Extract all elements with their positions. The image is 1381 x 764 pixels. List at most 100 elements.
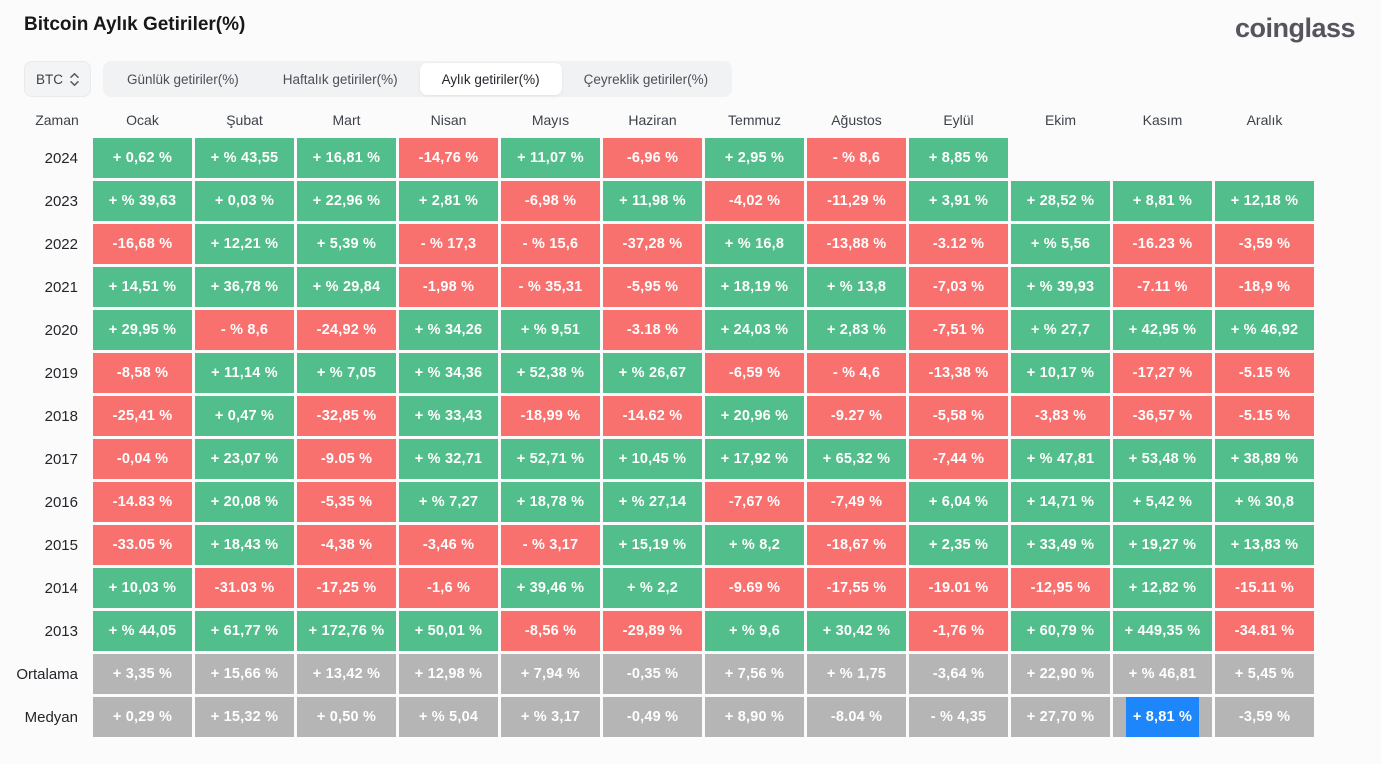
return-cell: -16.23 % (1113, 224, 1212, 265)
return-cell: -19.01 % (909, 568, 1008, 609)
return-cell: + % 9,6 (705, 611, 804, 652)
return-cell: + % 26,67 (603, 353, 702, 394)
month-column-header: Nisan (430, 112, 467, 129)
table-row: 2016 -14.83 % + 20,08 % -5,35 % + % 7,27 + 18… (24, 482, 1381, 523)
return-cell: + 29,95 % (93, 310, 192, 351)
return-cell: + 22,96 % (297, 181, 396, 222)
return-cell: + 50,01 % (399, 611, 498, 652)
month-column-header: Temmuz (728, 112, 781, 129)
table-row: 2024 + 0,62 % + % 43,55 + 16,81 % -14,76 % + … (24, 138, 1381, 179)
month-column-header: Aralık (1246, 112, 1283, 129)
table-row: 2019 -8,58 % + 11,14 % + % 7,05 + % 34,36 + 5… (24, 353, 1381, 394)
return-cell: + % 5,56 (1011, 224, 1110, 265)
table-row: 2013 + % 44,05 + 61,77 % + 172,76 % + 50,01 … (24, 611, 1381, 652)
return-cell: -18,9 % (1215, 267, 1314, 308)
return-cell: + 27,70 % (1011, 697, 1110, 738)
return-cell: + % 43,55 (195, 138, 294, 179)
month-column-header: Eylül (943, 112, 974, 129)
return-cell: -16,68 % (93, 224, 192, 265)
return-cell: + 15,66 % (195, 654, 294, 695)
return-cell: + 18,19 % (705, 267, 804, 308)
return-cell: + % 9,51 (501, 310, 600, 351)
tab-aylik-getiriler[interactable]: Aylık getiriler(%) (419, 63, 562, 96)
month-column-header: Şubat (226, 112, 263, 129)
symbol-select[interactable]: BTC (24, 61, 91, 98)
month-column-header: Haziran (628, 112, 677, 129)
return-cell (1011, 138, 1110, 178)
return-cell: + 12,98 % (399, 654, 498, 695)
time-column-header: Zaman (35, 112, 79, 129)
return-cell: + 52,38 % (501, 353, 600, 394)
return-cell: -5,58 % (909, 396, 1008, 437)
return-cell: -7.11 % (1113, 267, 1212, 308)
return-cell: + % 46,92 (1215, 310, 1314, 351)
table-row: 2021 + 14,51 % + 36,78 % + % 29,84 -1,98 % - … (24, 267, 1381, 308)
return-cell: + 8,90 % (705, 697, 804, 738)
return-cell: + % 39,93 (1011, 267, 1110, 308)
return-cell: -1,98 % (399, 267, 498, 308)
return-cell: + 28,52 % (1011, 181, 1110, 222)
return-cell: -29,89 % (603, 611, 702, 652)
table-row: 2022 -16,68 % + 12,21 % + 5,39 % - % 17,3- %… (24, 224, 1381, 265)
returns-table-body: 2024 + 0,62 % + % 43,55 + 16,81 % -14,76 % + … (16, 138, 1381, 738)
month-column-header: Ağustos (831, 112, 882, 129)
return-cell: + 39,46 % (501, 568, 600, 609)
return-cell: -0,49 % (603, 697, 702, 738)
return-cell (1113, 138, 1212, 178)
month-column-header: Mayıs (531, 112, 570, 129)
return-cell: -17,25 % (297, 568, 396, 609)
return-cell: - % 8,6 (807, 138, 906, 179)
return-cell: + 8,81 % (1113, 697, 1212, 738)
column-header-row: Zaman Ocak Şubat Mart Nisan Mayıs Haziran Temmu… (24, 112, 1381, 128)
return-cell: + 53,48 % (1113, 439, 1212, 480)
return-cell: - % 3,17 (501, 525, 600, 566)
return-cell: -13,88 % (807, 224, 906, 265)
return-cell: + 42,95 % (1113, 310, 1212, 351)
return-cell: - % 4,35 (909, 697, 1008, 738)
return-cell: + 17,92 % (705, 439, 804, 480)
return-cell: -31.03 % (195, 568, 294, 609)
return-cell: - % 8,6 (195, 310, 294, 351)
return-cell: -3,46 % (399, 525, 498, 566)
return-cell: + 10,17 % (1011, 353, 1110, 394)
return-cell: -0,35 % (603, 654, 702, 695)
table-row: 2014 + 10,03 % -31.03 % -17,25 % -1,6 % + 39,… (24, 568, 1381, 609)
return-cell: -11,29 % (807, 181, 906, 222)
return-cell: + 65,32 % (807, 439, 906, 480)
return-cell: + 6,04 % (909, 482, 1008, 523)
return-cell: + 30,42 % (807, 611, 906, 652)
return-cell: -34.81 % (1215, 611, 1314, 652)
tab-haftalik-getiriler[interactable]: Haftalık getiriler(%) (261, 63, 420, 95)
return-cell: -33.05 % (93, 525, 192, 566)
return-cell: -3.12 % (909, 224, 1008, 265)
return-cell: -18,99 % (501, 396, 600, 437)
return-cell: -9.69 % (705, 568, 804, 609)
return-cell: -14,76 % (399, 138, 498, 179)
return-cell: + 60,79 % (1011, 611, 1110, 652)
return-cell: + 3,35 % (93, 654, 192, 695)
return-cell: -8,56 % (501, 611, 600, 652)
tab-gunluk-getiriler[interactable]: Günlük getiriler(%) (105, 63, 261, 95)
row-label: Medyan (24, 708, 78, 726)
return-cell: + % 32,71 (399, 439, 498, 480)
page-title: Bitcoin Aylık Getiriler(%) (24, 14, 246, 35)
return-cell: + 0,50 % (297, 697, 396, 738)
return-cell: -3.18 % (603, 310, 702, 351)
month-column-header: Mart (332, 112, 361, 129)
return-cell: - % 4,6 (807, 353, 906, 394)
return-cell: + 22,90 % (1011, 654, 1110, 695)
return-cell: -3,83 % (1011, 396, 1110, 437)
return-cell: + 5,39 % (297, 224, 396, 265)
return-cell: -5.15 % (1215, 353, 1314, 394)
selected-cell-highlight: + 8,81 % (1125, 697, 1200, 738)
toolbar: BTC Günlük getiriler(%) Haftalık getiril… (24, 61, 1381, 98)
return-cell: -8,58 % (93, 353, 192, 394)
return-cell: + 172,76 % (297, 611, 396, 652)
tab-ceyreklik-getiriler[interactable]: Çeyreklik getiriler(%) (562, 63, 731, 95)
return-cell: -3,64 % (909, 654, 1008, 695)
row-label: 2014 (44, 579, 78, 597)
return-cell: -7,49 % (807, 482, 906, 523)
return-cell: -17,27 % (1113, 353, 1212, 394)
symbol-select-value: BTC (36, 71, 63, 87)
return-cell: + % 3,17 (501, 697, 600, 738)
